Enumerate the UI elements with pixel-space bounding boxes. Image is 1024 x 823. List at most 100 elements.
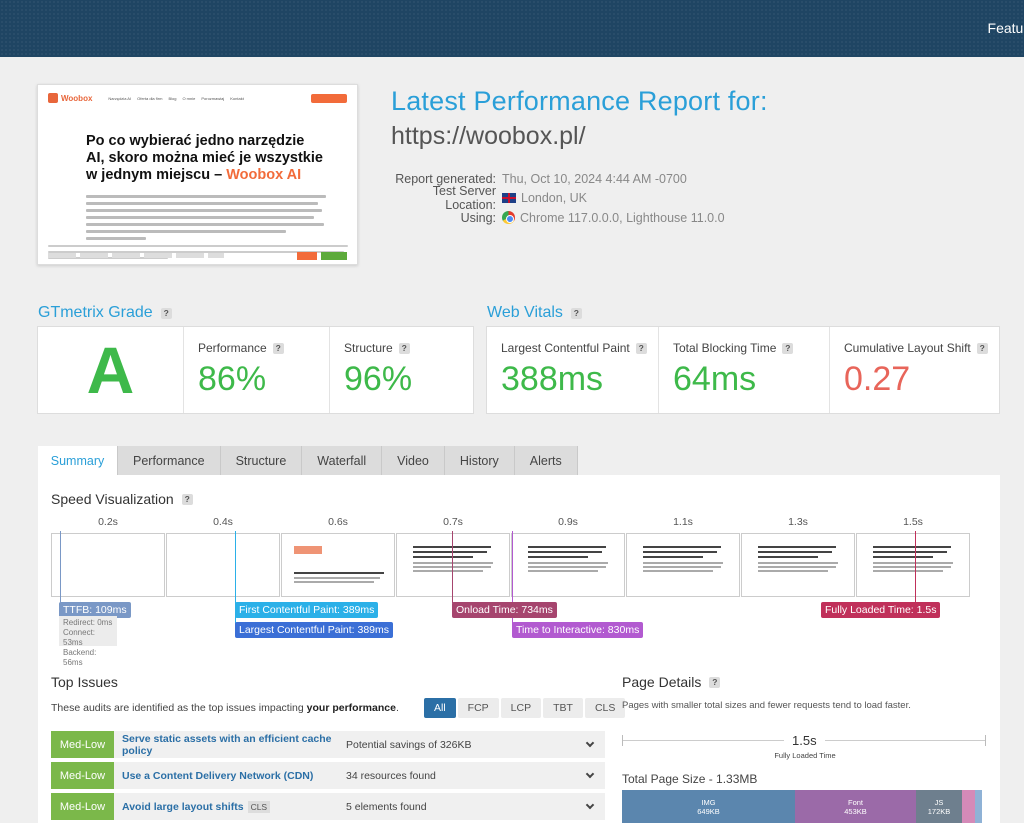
help-icon[interactable]: ? (976, 342, 988, 354)
filmstrip-frame[interactable] (396, 533, 510, 597)
filter-all[interactable]: All (424, 698, 456, 718)
generated-value: Thu, Oct 10, 2024 4:44 AM -0700 (502, 171, 687, 186)
tti-marker[interactable]: Time to Interactive: 830ms (512, 622, 644, 638)
top-issues-title: Top Issues (51, 674, 118, 690)
help-icon[interactable]: ? (635, 342, 647, 354)
web-vitals-card: Largest Contentful Paint? 388ms Total Bl… (486, 326, 1000, 414)
onload-line (452, 531, 453, 603)
issue-name[interactable]: Use a Content Delivery Network (CDN) (122, 769, 314, 782)
fully-loaded-time: 1.5s (784, 733, 825, 748)
filmstrip-frame[interactable] (856, 533, 970, 597)
issue-row[interactable]: Med-Low Serve static assets with an effi… (51, 731, 605, 758)
gtmetrix-grade-title: GTmetrix Grade ? (38, 304, 172, 322)
help-icon[interactable]: ? (782, 342, 794, 354)
filmstrip: 0.2s 0.4s 0.6s 0.7s 0.9s 1.1s 1.3s 1.5s (51, 516, 971, 598)
filter-tbt[interactable]: TBT (543, 698, 583, 718)
frame-time: 0.2s (98, 516, 118, 528)
fcp-marker[interactable]: First Contentful Paint: 389ms (235, 602, 379, 618)
thumbnail-cookie-text (48, 245, 348, 263)
using-value: Chrome 117.0.0.0, Lighthouse 11.0.0 (502, 211, 725, 225)
grade-letter: A (86, 333, 135, 407)
tab-waterfall[interactable]: Waterfall (302, 446, 383, 475)
tab-history[interactable]: History (444, 446, 515, 475)
filmstrip-frame[interactable] (511, 533, 625, 597)
help-icon[interactable]: ? (570, 307, 582, 319)
tab-alerts[interactable]: Alerts (514, 446, 578, 475)
page-screenshot-thumbnail[interactable]: Woobox Narzędzia AI Oferta dla firm Blog… (37, 84, 358, 265)
using-label: Using: (460, 210, 496, 225)
cls-metric: Cumulative Layout Shift? 0.27 (829, 327, 1000, 413)
frame-time: 0.6s (328, 516, 348, 528)
tab-structure[interactable]: Structure (220, 446, 303, 475)
fully-loaded-marker[interactable]: Fully Loaded Time: 1.5s (821, 602, 941, 618)
thumbnail-headline-accent: Woobox AI (226, 167, 302, 183)
chrome-icon (502, 211, 515, 225)
structure-value: 96% (344, 360, 413, 398)
ttfb-detail: Redirect: 0ms Connect: 53ms Backend: 56m… (59, 616, 117, 667)
web-vitals-title: Web Vitals ? (487, 304, 582, 322)
filter-fcp[interactable]: FCP (457, 698, 499, 718)
thumbnail-body-text (86, 195, 326, 244)
location-value: London, UK (502, 191, 587, 205)
issue-name[interactable]: Serve static assets with an efficient ca… (122, 732, 332, 757)
frame-time: 1.3s (788, 516, 808, 528)
report-tabs: Summary Performance Structure Waterfall … (38, 446, 578, 475)
onload-marker[interactable]: Onload Time: 734ms (452, 602, 557, 618)
speed-visualization-title: Speed Visualization ? (51, 491, 193, 507)
segment-font[interactable]: Font 453KB (795, 790, 916, 823)
filmstrip-frame[interactable] (51, 533, 165, 597)
filmstrip-frame[interactable] (166, 533, 280, 597)
filmstrip-frame[interactable] (626, 533, 740, 597)
issue-row[interactable]: Med-Low Avoid large layout shifts CLS 5 … (51, 793, 605, 820)
issue-savings: 34 resources found (346, 769, 436, 782)
issue-filters: All FCP LCP TBT CLS (424, 698, 626, 718)
frame-time: 0.4s (213, 516, 233, 528)
issue-row[interactable]: Med-Low Use a Content Delivery Network (… (51, 762, 605, 789)
filter-cls[interactable]: CLS (584, 698, 626, 718)
cls-value: 0.27 (844, 360, 911, 398)
segment-js[interactable]: JS 172KB (916, 790, 962, 823)
help-icon[interactable]: ? (272, 342, 284, 354)
lcp-marker[interactable]: Largest Contentful Paint: 389ms (235, 622, 394, 638)
issue-name[interactable]: Avoid large layout shifts CLS (114, 800, 346, 813)
report-title: Latest Performance Report for: (391, 86, 768, 116)
frame-time: 0.7s (443, 516, 463, 528)
tab-performance[interactable]: Performance (118, 446, 221, 475)
tab-video[interactable]: Video (382, 446, 445, 475)
performance-metric: Performance? 86% (183, 327, 329, 413)
lcp-metric: Largest Contentful Paint? 388ms (487, 327, 658, 413)
ttfb-marker[interactable]: TTFB: 109ms (59, 602, 131, 618)
help-icon[interactable]: ? (181, 493, 193, 505)
fully-loaded-label: Fully Loaded Time (774, 751, 836, 760)
frame-time: 0.9s (558, 516, 578, 528)
page-details-title: Page Details ? (622, 674, 721, 690)
nav-link-features[interactable]: Featur (987, 20, 1024, 36)
tbt-metric: Total Blocking Time? 64ms (658, 327, 829, 413)
segment-other[interactable] (975, 790, 982, 823)
woobox-logo-icon (48, 93, 58, 103)
report-url[interactable]: https://woobox.pl/ (391, 122, 586, 150)
ttfb-line (60, 531, 61, 603)
cls-tag: CLS (247, 800, 271, 813)
fcp-line (235, 531, 236, 629)
chevron-down-icon[interactable] (575, 769, 605, 778)
chevron-down-icon[interactable] (575, 738, 605, 747)
impact-badge: Med-Low (51, 762, 114, 789)
segment-other[interactable] (962, 790, 975, 823)
page-details-description: Pages with smaller total sizes and fewer… (622, 700, 911, 711)
segment-img[interactable]: IMG 649KB (622, 790, 795, 823)
generated-label: Report generated: (395, 171, 496, 186)
filter-lcp[interactable]: LCP (500, 698, 542, 718)
filmstrip-frame[interactable] (741, 533, 855, 597)
frame-time: 1.5s (903, 516, 923, 528)
impact-badge: Med-Low (51, 793, 114, 820)
help-icon[interactable]: ? (398, 342, 410, 354)
filmstrip-frame[interactable] (281, 533, 395, 597)
help-icon[interactable]: ? (160, 307, 172, 319)
help-icon[interactable]: ? (709, 676, 721, 688)
structure-metric: Structure? 96% (329, 327, 474, 413)
chevron-down-icon[interactable] (575, 800, 605, 809)
issue-savings: Potential savings of 326KB (346, 738, 472, 751)
tab-summary[interactable]: Summary (38, 446, 118, 475)
issue-savings: 5 elements found (346, 800, 427, 813)
